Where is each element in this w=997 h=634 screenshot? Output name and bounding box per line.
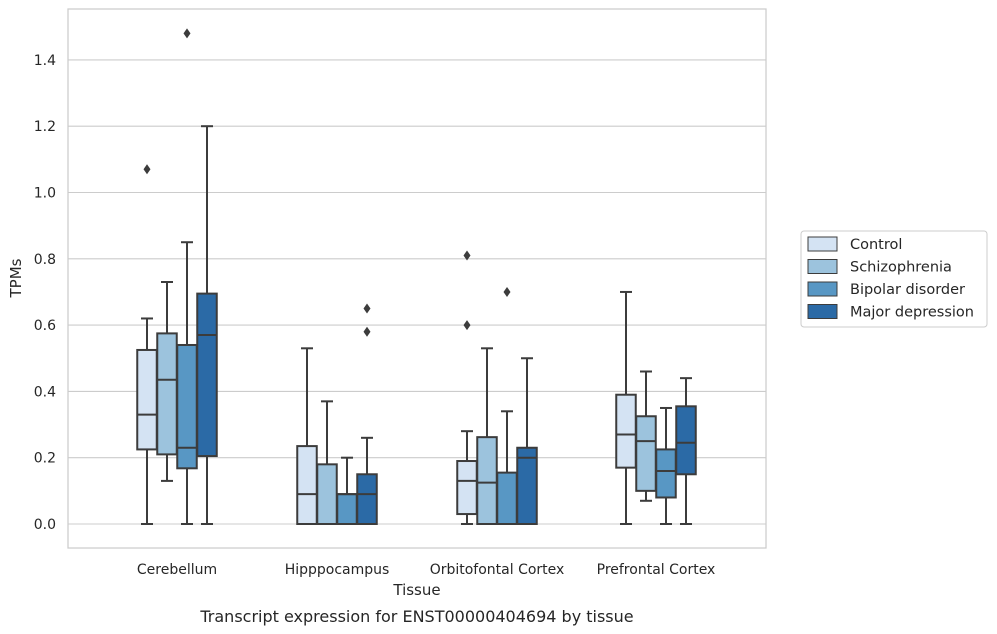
box-iqr <box>496 471 518 525</box>
box-iqr <box>516 446 538 526</box>
box-3-1 <box>356 303 378 525</box>
outlier-point <box>143 164 151 175</box>
box-3-2 <box>516 357 538 526</box>
box-iqr <box>635 415 657 492</box>
x-tick-label: Hipppocampus <box>285 562 390 578</box>
box-3-0 <box>196 125 218 525</box>
box-3-3 <box>675 377 697 525</box>
box-iqr <box>675 405 697 476</box>
box-iqr <box>296 445 318 525</box>
legend-label: Schizophrenia <box>850 260 952 276</box>
box-iqr <box>655 448 677 499</box>
box-2-2 <box>496 286 518 525</box>
box-iqr <box>136 348 158 451</box>
plot-area <box>136 28 697 526</box>
y-tick-label: 0.2 <box>34 451 56 467</box>
legend-swatch <box>807 236 838 252</box>
legend-swatch <box>807 281 838 297</box>
box-iqr <box>316 463 338 525</box>
outlier-point <box>183 28 191 39</box>
x-tick-label: Prefrontal Cortex <box>597 562 716 578</box>
y-tick-label: 1.0 <box>34 186 56 202</box>
legend-label: Control <box>850 237 902 253</box>
box-1-1 <box>316 400 338 525</box>
x-tick-label: Cerebellum <box>137 562 217 578</box>
y-tick-label: 1.2 <box>34 119 56 135</box>
y-axis-label: TPMs <box>7 258 25 298</box>
box-iqr <box>336 493 358 526</box>
y-tick-label: 0.0 <box>34 517 56 533</box>
outlier-point <box>463 320 471 331</box>
box-iqr <box>196 292 218 458</box>
chart-caption: Transcript expression for ENST0000040469… <box>199 607 633 626</box>
box-0-3 <box>615 290 637 525</box>
x-tick-label: Orbitofontal Cortex <box>430 562 565 578</box>
box-2-3 <box>655 406 677 525</box>
x-axis-label: Tissue <box>392 581 440 599</box>
legend-swatch <box>807 259 838 274</box>
outlier-point <box>503 286 511 297</box>
legend-label: Major depression <box>850 305 974 321</box>
legend-swatch <box>807 304 838 319</box>
box-0-2 <box>456 250 478 525</box>
y-tick-label: 0.8 <box>34 252 56 268</box>
box-0-1 <box>296 347 318 525</box>
x-axis-ticks: Cerebellum Hipppocampus Orbitofontal Corte… <box>137 562 715 578</box>
y-tick-label: 0.6 <box>34 318 56 334</box>
box-1-0 <box>156 281 178 482</box>
box-0-0 <box>136 164 158 525</box>
legend-label: Bipolar disorder <box>850 282 965 298</box>
box-iqr <box>356 473 378 525</box>
box-1-2 <box>476 347 498 525</box>
y-axis-ticks: 0.0 0.2 0.4 0.6 0.8 1.0 1.2 1.4 <box>34 53 56 533</box>
legend-frame <box>800 230 988 328</box>
legend-items: Control Schizophrenia Bipolar disorder Majo… <box>807 236 974 321</box>
y-tick-label: 0.4 <box>34 384 56 400</box>
plot-frame <box>67 8 767 549</box>
outlier-point <box>363 326 371 337</box>
outlier-point <box>363 303 371 314</box>
box-2-0 <box>176 28 198 525</box>
outlier-point <box>463 250 471 261</box>
box-2-1 <box>336 456 358 526</box>
y-tick-label: 1.4 <box>34 53 56 69</box>
box-iqr <box>615 393 637 469</box>
box-iqr <box>476 436 498 525</box>
box-iqr <box>176 343 198 470</box>
box-iqr <box>456 460 478 516</box>
box-iqr <box>156 332 178 456</box>
legend: Control Schizophrenia Bipolar disorder Majo… <box>800 230 988 328</box>
